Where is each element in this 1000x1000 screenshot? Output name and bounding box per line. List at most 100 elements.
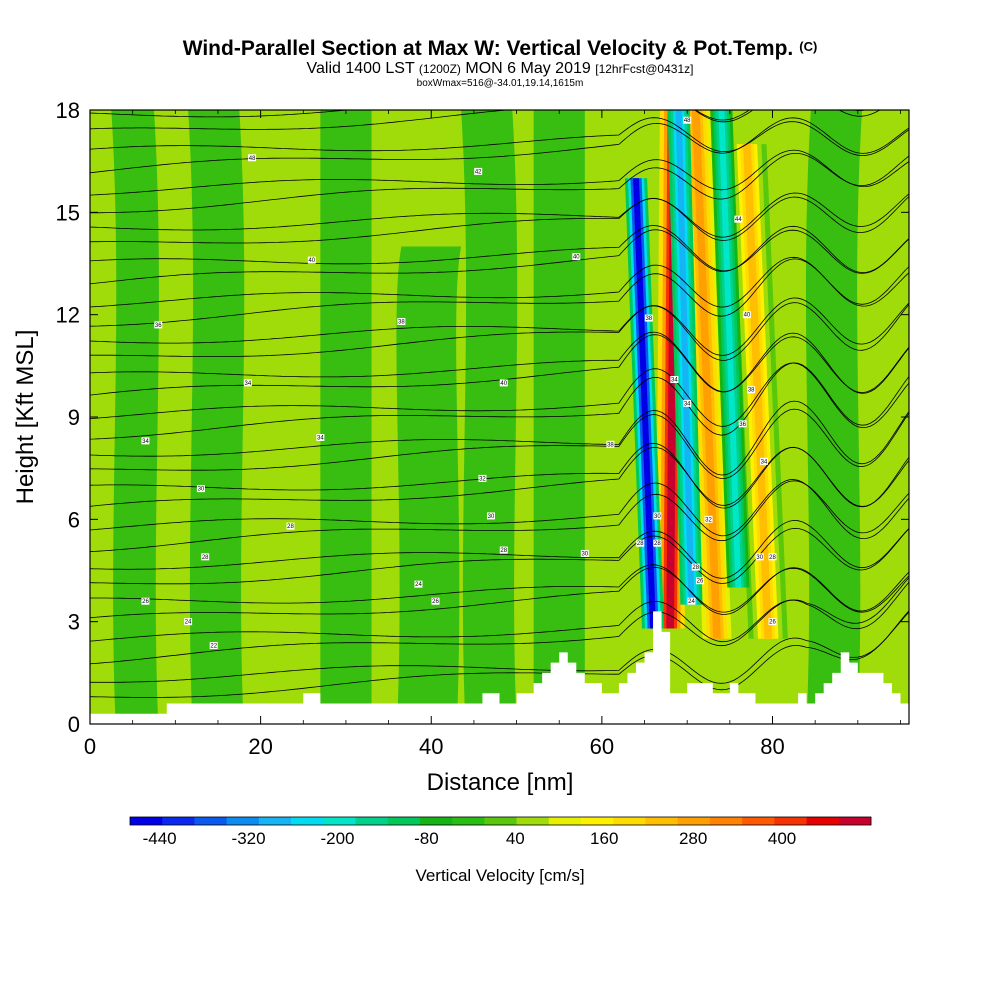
x-tick-label: 20: [248, 734, 272, 759]
isentrope-line: [90, 9, 909, 39]
y-axis-label: Height [Kft MSL]: [12, 330, 39, 505]
colorbar-swatch: [613, 817, 646, 825]
isentrope-label: 24: [688, 599, 695, 605]
isentrope-label: 40: [573, 255, 580, 261]
isentrope-label: 30: [198, 487, 205, 493]
isentrope-label-box: [768, 618, 777, 626]
colorbar-swatch: [645, 817, 678, 825]
isentrope-label: 38: [607, 442, 614, 448]
chart-subtitle: Valid 1400 LST (1200Z) MON 6 May 2019 [1…: [0, 60, 1000, 78]
isentrope-label: 48: [684, 118, 691, 124]
colorbar-swatch: [194, 817, 227, 825]
isentrope-label: 24: [415, 582, 422, 588]
isentrope-line: [90, 610, 909, 698]
y-tick-label: 0: [68, 712, 80, 737]
isentrope-label: 38: [645, 316, 652, 322]
colorbar-swatch: [355, 817, 389, 825]
isentrope-line: [90, 442, 909, 509]
isentrope-label-box: [486, 512, 495, 520]
colorbar-swatch: [838, 817, 872, 825]
colorbar-tick-label: -200: [320, 829, 354, 848]
colorbar-swatch: [419, 817, 453, 825]
isentrope-label: 28: [287, 524, 294, 530]
colorbar-swatch: [806, 817, 840, 825]
isentrope-label-box: [742, 311, 751, 319]
isentrope-label: 34: [671, 377, 678, 383]
isentrope-label-box: [184, 618, 193, 626]
colorbar-tick-label: 160: [590, 829, 618, 848]
isentrope-line: [90, 362, 909, 429]
colorbar-swatch: [548, 817, 582, 825]
colorbar-swatch: [258, 817, 292, 825]
x-tick-label: 80: [760, 734, 784, 759]
y-tick-label: 12: [56, 303, 80, 328]
isentrope-label: 34: [244, 381, 251, 387]
isentrope-label: 44: [735, 217, 742, 223]
colorbar-swatch: [516, 817, 550, 825]
isentrope-label-box: [755, 553, 764, 561]
colorbar-swatch: [323, 817, 356, 825]
valid-time-lst: Valid 1400 LST: [306, 60, 415, 77]
isentrope-label-box: [687, 597, 696, 605]
colorbar-tick-label: 40: [506, 829, 525, 848]
isentrope-label: 28: [769, 555, 776, 561]
colorbar-swatch: [130, 817, 163, 825]
isentrope-label-box: [606, 440, 615, 448]
colorbar-tick-label: -440: [143, 829, 177, 848]
colorbar-swatch: [291, 817, 324, 825]
isentrope-label: 30: [581, 551, 588, 557]
isentrope-label-box: [397, 317, 406, 325]
updraft-band: [691, 110, 721, 639]
isentrope-label-box: [759, 457, 768, 465]
colorbar-swatch: [742, 817, 775, 825]
downdraft-streak: [396, 246, 462, 724]
isentrope-label: 28: [500, 548, 507, 554]
isentrope-line: [90, 110, 868, 121]
isentrope-label-box: [636, 539, 645, 547]
colorbar-swatch: [226, 817, 260, 825]
isentrope-label: 36: [155, 323, 162, 329]
isentrope-label-box: [474, 167, 483, 175]
colorbar-tick-label: -320: [232, 829, 266, 848]
plot-area: 36 48 38 42 40 34 34 34 30 28 28 26 24 22 24 26 40 32 30 28…: [90, 9, 909, 724]
isentrope-line: [90, 400, 909, 476]
y-tick-label: 9: [68, 405, 80, 430]
colorbar-swatch: [484, 817, 517, 825]
isentrope-line: [90, 564, 909, 615]
colorbar-tick-label: -80: [414, 829, 439, 848]
isentrope-label: 32: [705, 517, 712, 523]
isentrope-label: 28: [692, 565, 699, 571]
isentrope-label: 26: [432, 599, 439, 605]
y-tick-label: 3: [68, 610, 80, 635]
isentrope-line: [90, 117, 909, 157]
colorbar-swatch: [709, 817, 743, 825]
colorbar-swatch: [774, 817, 807, 825]
isentrope-label-box: [431, 597, 440, 605]
isentrope-line: [90, 45, 909, 99]
isentrope-label-box: [499, 379, 508, 387]
isentrope-line: [90, 297, 909, 356]
colorbar-swatch: [452, 817, 485, 825]
isentrope-label: 28: [202, 555, 209, 561]
isentrope-label: 22: [210, 644, 217, 650]
isentrope-label: 40: [744, 313, 751, 319]
terrain: [90, 611, 909, 724]
isentrope-line: [90, 408, 909, 480]
isentrope-line: [90, 611, 909, 684]
isentrope-label-box: [209, 642, 218, 650]
isentrope-label: 24: [185, 620, 192, 626]
x-tick-label: 40: [419, 734, 443, 759]
isentrope-line: [90, 577, 909, 665]
isentrope-label-box: [683, 116, 692, 124]
colorbar-frame: [129, 816, 872, 826]
downdraft-streak: [188, 110, 245, 724]
isentrope-label-box: [316, 433, 325, 441]
isentropes: [90, 9, 909, 698]
isentrope-line: [90, 256, 909, 308]
isentrope-label-box: [738, 420, 747, 428]
isentrope-label: 26: [697, 579, 704, 585]
isentrope-label: 26: [769, 620, 776, 626]
downdraft-streak: [111, 110, 159, 724]
